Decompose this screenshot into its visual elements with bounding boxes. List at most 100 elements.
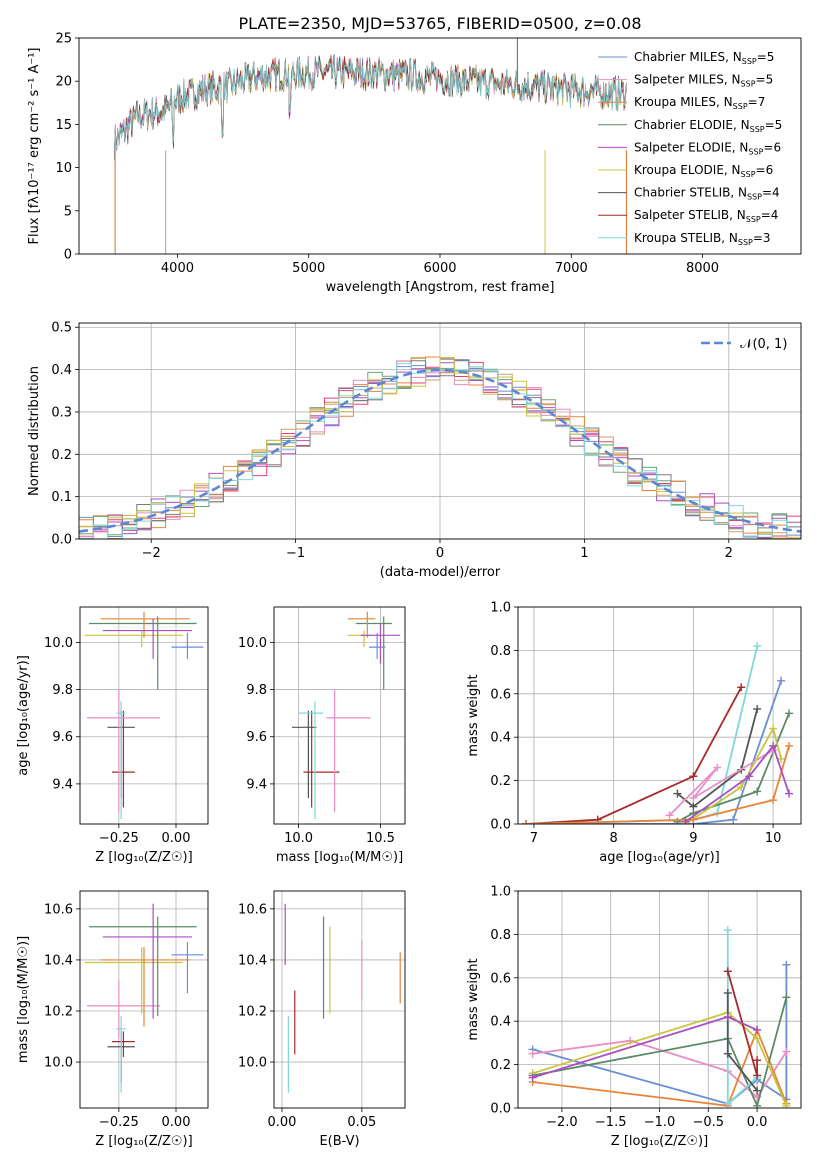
- x-axis-label: Z [log₁₀(Z/Z☉)]: [95, 850, 192, 865]
- y-tick-label: 10.6: [238, 902, 267, 917]
- y-tick-label: 10.4: [44, 953, 73, 968]
- plot-frame: [78, 322, 802, 540]
- legend-entry: Chabrier ELODIE, NSSP=5: [634, 118, 782, 134]
- legend-entry: Kroupa MILES, NSSP=7: [634, 95, 765, 111]
- legend-entry: Salpeter ELODIE, NSSP=6: [634, 140, 781, 156]
- x-tick-label: −2.0: [546, 1115, 578, 1130]
- y-tick-label: 9.4: [52, 777, 73, 792]
- y-tick-label: 0.2: [490, 1058, 511, 1073]
- y-tick-label: 10.0: [238, 1056, 267, 1071]
- y-tick-label: 1.0: [490, 601, 511, 616]
- x-tick-label: −1: [286, 546, 305, 561]
- weight-line: [676, 708, 759, 808]
- error-bars: [84, 903, 204, 1093]
- error-bars: [292, 611, 401, 820]
- x-axis-label: Z [log₁₀(Z/Z☉)]: [611, 1134, 708, 1149]
- plot-frame: [273, 606, 406, 825]
- weight-line: [684, 726, 782, 824]
- x-tick-label: −0.5: [693, 1115, 725, 1130]
- y-tick-label: 10.2: [238, 1004, 267, 1019]
- spectrum-lines: [114, 38, 627, 254]
- y-tick-label: 10.0: [238, 636, 267, 651]
- y-tick-label: 0.4: [490, 1015, 511, 1030]
- y-tick-label: 0.4: [490, 731, 511, 746]
- y-tick-label: 10.0: [44, 636, 73, 651]
- y-tick-label: 10.0: [44, 1056, 73, 1071]
- y-axis-label: mass weight: [466, 958, 481, 1040]
- plot-frame: [273, 890, 406, 1109]
- histogram-step: [79, 359, 801, 539]
- y-axis-label: age [log₁₀(age/yr)]: [16, 655, 31, 776]
- legend-entry: Chabrier STELIB, NSSP=4: [634, 186, 780, 202]
- weight-line: [525, 745, 790, 824]
- histogram-step: [79, 363, 801, 539]
- y-tick-label: 0.8: [490, 928, 511, 943]
- y-axis-label: Flux [fλ10⁻¹⁷ erg cm⁻² s⁻¹ A⁻¹]: [27, 48, 42, 245]
- x-tick-label: 10.5: [366, 831, 395, 846]
- y-tick-label: 0.2: [490, 774, 511, 789]
- y-tick-label: 0.6: [490, 687, 511, 702]
- y-tick-label: 10.4: [238, 953, 267, 968]
- x-tick-label: −0.25: [99, 1115, 139, 1130]
- legend-entry: Salpeter STELIB, NSSP=4: [634, 208, 778, 224]
- y-tick-label: 15: [55, 118, 72, 133]
- chart-title: PLATE=2350, MJD=53765, FIBERID=0500, z=0…: [238, 14, 641, 33]
- y-tick-label: 0.5: [51, 321, 72, 336]
- weight-line: [526, 680, 782, 824]
- x-tick-label: −2: [142, 546, 161, 561]
- y-tick-label: 5: [64, 204, 72, 219]
- y-tick-label: 1.0: [490, 885, 511, 900]
- y-tick-label: 9.4: [246, 777, 267, 792]
- plot-frame: [79, 890, 209, 1109]
- x-axis-label: mass [log₁₀(M/M☉)]: [276, 850, 403, 865]
- y-axis-label: mass [log₁₀(M/M☉)]: [16, 936, 31, 1063]
- x-tick-label: 7: [530, 831, 538, 846]
- y-tick-label: 0.3: [51, 405, 72, 420]
- x-axis-label: age [log₁₀(age/yr)]: [599, 850, 720, 865]
- legend-entry: 𝒩(0, 1): [740, 337, 787, 352]
- x-axis-label: Z [log₁₀(Z/Z☉)]: [95, 1134, 192, 1149]
- x-tick-label: 10.0: [284, 831, 313, 846]
- x-tick-label: 0.00: [162, 1115, 191, 1130]
- x-axis-label: (data-model)/error: [380, 565, 501, 580]
- y-tick-label: 0: [64, 248, 72, 263]
- x-tick-label: 0.0: [747, 1115, 768, 1130]
- x-tick-label: 10: [765, 831, 782, 846]
- y-tick-label: 0.6: [490, 971, 511, 986]
- y-tick-label: 9.6: [52, 730, 73, 745]
- y-tick-label: 0.8: [490, 644, 511, 659]
- error-bars: [284, 903, 401, 1093]
- weight-line: [525, 686, 742, 824]
- plot-frame: [79, 606, 209, 825]
- x-tick-label: 0: [436, 546, 444, 561]
- spectrum-line: [114, 55, 627, 161]
- y-tick-label: 0.2: [51, 448, 72, 463]
- y-tick-label: 0.0: [51, 533, 72, 548]
- histogram-step: [79, 357, 801, 539]
- plot-frame: [517, 890, 802, 1109]
- x-tick-label: 0.00: [268, 1115, 297, 1130]
- plot-frame: [78, 37, 802, 255]
- x-tick-label: 0.00: [162, 831, 191, 846]
- y-tick-label: 10: [55, 161, 72, 176]
- y-tick-label: 9.8: [52, 683, 73, 698]
- x-tick-label: 5000: [292, 261, 325, 276]
- x-tick-label: 7000: [555, 261, 588, 276]
- plot-frame: [517, 606, 802, 825]
- x-tick-label: 8: [610, 831, 618, 846]
- x-tick-label: 9: [689, 831, 697, 846]
- y-axis-label: Normed distribution: [27, 366, 42, 496]
- y-tick-label: 9.8: [246, 683, 267, 698]
- weight-line: [532, 1027, 788, 1107]
- x-tick-label: −0.25: [99, 831, 139, 846]
- x-tick-label: 8000: [686, 261, 719, 276]
- x-tick-label: 1: [580, 546, 588, 561]
- weight-lines: [521, 642, 794, 824]
- y-tick-label: 10.6: [44, 902, 73, 917]
- y-axis-label: mass weight: [466, 674, 481, 756]
- x-tick-label: 4000: [161, 261, 194, 276]
- y-tick-label: 9.6: [246, 730, 267, 745]
- legend-entry: Kroupa ELODIE, NSSP=6: [634, 163, 773, 179]
- x-axis-label: wavelength [Angstrom, rest frame]: [326, 280, 555, 295]
- y-tick-label: 10.2: [44, 1004, 73, 1019]
